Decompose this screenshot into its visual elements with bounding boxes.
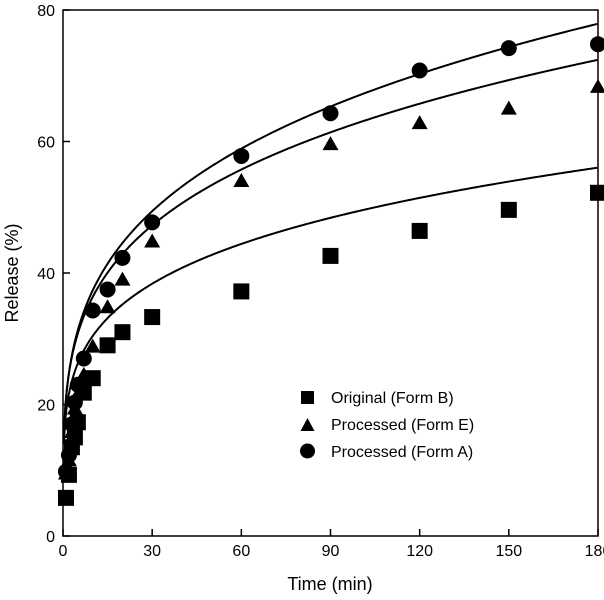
data-point-triangle [144, 233, 161, 248]
y-tick-label: 40 [37, 266, 55, 283]
data-point-triangle [411, 115, 428, 130]
data-points [57, 36, 604, 506]
fit-curve-1 [62, 166, 598, 445]
data-point-circle [590, 36, 604, 53]
x-tick-label: 90 [322, 543, 340, 560]
data-point-circle [57, 463, 74, 480]
data-point-circle [500, 40, 517, 57]
y-axis-title: Release (%) [2, 223, 22, 322]
data-point-square [233, 283, 250, 300]
x-tick-label: 180 [585, 543, 604, 560]
x-tick-label: 0 [59, 543, 68, 560]
y-axis-ticks: 0 20 40 60 80 [37, 3, 70, 546]
data-point-square [99, 337, 116, 354]
data-point-circle [75, 350, 92, 367]
x-axis-ticks: 0 30 60 90 120 150 180 [59, 529, 604, 560]
data-point-square [500, 201, 517, 218]
data-point-triangle [590, 78, 604, 93]
legend-item-form-b: Original (Form B) [301, 390, 454, 407]
data-point-circle [60, 447, 77, 464]
data-point-circle [63, 416, 80, 433]
data-point-square [411, 222, 428, 239]
x-tick-label: 150 [495, 543, 522, 560]
data-point-square [144, 309, 161, 326]
data-point-square [84, 370, 101, 387]
data-point-circle [411, 62, 428, 79]
y-tick-label: 60 [37, 135, 55, 152]
data-point-triangle [99, 299, 116, 314]
data-point-circle [114, 249, 131, 266]
legend-square-marker [301, 391, 314, 404]
data-point-triangle [84, 338, 101, 353]
y-tick-label: 80 [37, 3, 55, 20]
x-axis-title: Time (min) [287, 574, 372, 594]
x-tick-label: 60 [232, 543, 250, 560]
data-point-triangle [114, 271, 131, 286]
legend-label-form-b: Original (Form B) [331, 390, 454, 407]
data-point-circle [322, 105, 339, 122]
y-tick-label: 20 [37, 398, 55, 415]
data-point-circle [144, 214, 161, 231]
legend-label-form-a: Processed (Form A) [331, 444, 473, 461]
x-tick-label: 30 [143, 543, 161, 560]
data-point-circle [66, 394, 83, 411]
legend-item-form-e: Processed (Form E) [300, 417, 474, 434]
legend-item-form-a: Processed (Form A) [300, 443, 473, 461]
data-point-square [322, 247, 339, 264]
data-point-circle [84, 302, 101, 319]
legend: Original (Form B) Processed (Form E) Pro… [300, 390, 474, 461]
data-point-circle [69, 376, 86, 393]
legend-label-form-e: Processed (Form E) [331, 417, 474, 434]
data-point-circle [99, 281, 116, 298]
data-point-square [57, 489, 74, 506]
fit-curves [62, 22, 598, 445]
x-tick-label: 120 [406, 543, 433, 560]
data-point-square [590, 184, 604, 201]
legend-triangle-marker [300, 418, 315, 431]
data-point-circle [233, 147, 250, 164]
y-tick-label: 0 [46, 529, 55, 546]
legend-circle-marker [300, 443, 315, 459]
data-point-triangle [322, 136, 339, 151]
data-point-triangle [233, 172, 250, 187]
data-point-triangle [500, 100, 517, 115]
data-point-square [114, 324, 131, 341]
